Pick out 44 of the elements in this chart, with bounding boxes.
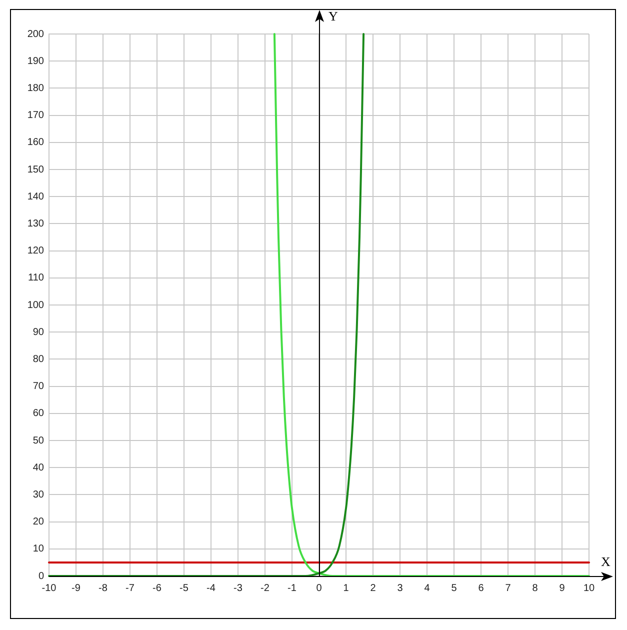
x-tick-label: 10 (583, 582, 595, 594)
y-tick-label: 120 (27, 246, 44, 257)
x-tick-label: 9 (559, 582, 566, 594)
x-tick-label: 0 (316, 582, 322, 594)
x-tick-label: 2 (370, 582, 376, 594)
x-tick-label: 7 (505, 582, 512, 594)
x-tick-label: 6 (478, 582, 484, 594)
y-tick-label: 0 (38, 570, 44, 582)
y-tick-label: 130 (27, 218, 44, 230)
y-tick-label: 150 (27, 164, 44, 176)
x-axis-title: X (601, 554, 611, 569)
x-tick-label: 1 (343, 582, 350, 594)
y-tick-label: 180 (27, 82, 44, 94)
y-tick-label: 190 (27, 56, 44, 67)
y-tick-label: 110 (28, 272, 44, 284)
y-tick-label: 100 (27, 300, 44, 311)
y-tick-label: 10 (32, 544, 44, 555)
y-tick-label: 160 (27, 137, 44, 148)
y-tick-label: 200 (27, 28, 44, 40)
x-tick-label: -8 (98, 582, 108, 594)
x-tick-label: 5 (451, 582, 458, 594)
y-tick-label: 30 (32, 489, 44, 500)
x-tick-label: 8 (532, 582, 538, 594)
x-tick-label: 3 (397, 582, 404, 594)
x-tick-label: 4 (424, 582, 430, 594)
y-tick-label: 140 (27, 191, 44, 202)
y-tick-label: 80 (32, 354, 44, 365)
x-tick-label: -6 (152, 582, 162, 594)
y-tick-label: 20 (32, 516, 44, 528)
x-tick-label: -9 (72, 582, 81, 594)
x-tick-label: -5 (180, 582, 189, 594)
x-tick-label: -2 (260, 582, 270, 594)
y-tick-label: 60 (32, 408, 44, 420)
y-tick-label: 170 (27, 110, 44, 122)
x-tick-label: -1 (288, 582, 297, 594)
y-tick-label: 50 (32, 435, 44, 446)
x-tick-label: -4 (206, 582, 216, 594)
x-tick-label: -3 (234, 582, 243, 594)
y-tick-label: 40 (32, 462, 44, 474)
x-tick-label: -7 (126, 582, 135, 594)
y-tick-label: 70 (32, 381, 44, 392)
y-tick-label: 90 (32, 326, 44, 338)
y-axis-title: Y (328, 8, 338, 24)
x-tick-label: -10 (42, 582, 57, 594)
